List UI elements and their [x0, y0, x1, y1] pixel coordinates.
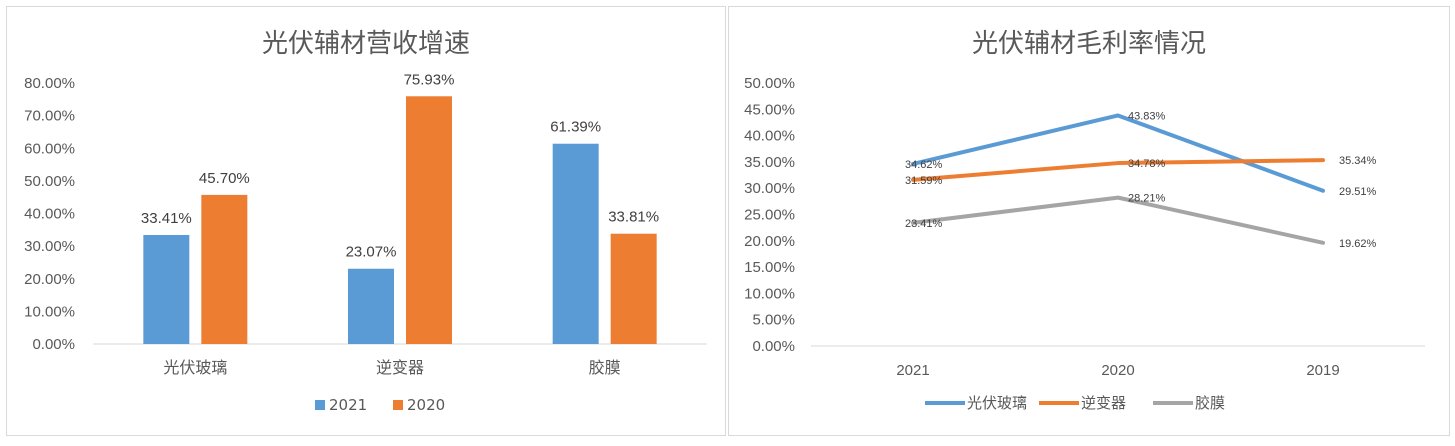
series-line — [911, 113, 1325, 193]
bar — [348, 268, 394, 344]
y-tick-label: 70.00% — [24, 108, 75, 125]
y-tick-label: 40.00% — [744, 128, 795, 145]
y-tick-label: 30.00% — [24, 238, 75, 255]
x-category-label: 胶膜 — [589, 358, 621, 377]
legend-label: 2021 — [329, 396, 367, 414]
revenue-growth-chart-panel: 光伏辅材营收增速 0.00% 10.00% 20.00% 30.00% 40.00% 50… — [6, 6, 726, 436]
data-label: 29.51% — [1339, 186, 1377, 198]
x-category-label: 光伏玻璃 — [163, 358, 227, 377]
data-label: 34.62% — [905, 159, 943, 171]
chart-title: 光伏辅材毛利率情况 — [971, 29, 1206, 59]
y-tick-label: 50.00% — [24, 173, 75, 190]
y-tick-label: 5.00% — [752, 312, 795, 329]
bar — [201, 194, 248, 344]
y-tick-label: 10.00% — [744, 285, 795, 302]
bar — [552, 143, 599, 344]
x-category-label: 2021 — [896, 362, 929, 379]
data-label: 61.39% — [550, 119, 601, 136]
y-tick-label: 30.00% — [744, 180, 795, 197]
bar — [406, 96, 452, 344]
data-label: 19.62% — [1339, 238, 1377, 250]
series-line — [911, 195, 1325, 245]
data-label: 43.83% — [1128, 110, 1166, 122]
legend-label: 2020 — [407, 396, 445, 414]
data-label: 23.07% — [346, 244, 397, 261]
legend-swatch — [393, 400, 403, 410]
legend-label: 逆变器 — [1081, 394, 1126, 412]
y-tick-label: 50.00% — [744, 75, 795, 92]
data-label: 33.41% — [141, 210, 192, 227]
y-tick-label: 35.00% — [744, 154, 795, 171]
y-tick-label: 20.00% — [744, 233, 795, 250]
bar-chart-svg: 0.00% 10.00% 20.00% 30.00% 40.00% 50.00% 60.00… — [24, 71, 707, 414]
data-label: 34.78% — [1128, 158, 1166, 170]
y-tick-label: 45.00% — [744, 101, 795, 118]
y-tick-label: 15.00% — [744, 259, 795, 276]
data-label: 33.81% — [608, 209, 659, 226]
bar — [143, 234, 190, 344]
x-category-label: 2019 — [1306, 362, 1339, 379]
y-tick-label: 0.00% — [752, 338, 795, 355]
data-label: 35.34% — [1339, 155, 1377, 167]
chart-title: 光伏辅材营收增速 — [261, 29, 470, 59]
legend-swatch — [315, 400, 325, 410]
data-label: 23.41% — [905, 218, 943, 230]
x-category-label: 2020 — [1101, 362, 1134, 379]
bar — [610, 233, 657, 344]
y-tick-label: 0.00% — [32, 336, 75, 353]
x-category-label: 逆变器 — [376, 358, 424, 377]
y-tick-label: 20.00% — [24, 271, 75, 288]
gross-margin-chart-panel: 光伏辅材毛利率情况 0.00% 5.00% 10.00% 15.00% 20.00% 25… — [728, 6, 1450, 436]
legend-label: 光伏玻璃 — [967, 394, 1027, 412]
legend-label: 胶膜 — [1195, 394, 1225, 412]
y-tick-label: 40.00% — [24, 206, 75, 223]
data-label: 75.93% — [404, 71, 455, 88]
data-label: 31.59% — [905, 175, 943, 187]
data-label: 45.70% — [199, 170, 250, 187]
y-tick-label: 25.00% — [744, 207, 795, 224]
data-label: 28.21% — [1128, 193, 1166, 205]
line-chart-svg: 0.00% 5.00% 10.00% 15.00% 20.00% 25.00% 30.00%… — [744, 75, 1425, 412]
y-tick-label: 60.00% — [24, 140, 75, 157]
y-tick-label: 80.00% — [24, 75, 75, 92]
y-tick-label: 10.00% — [24, 303, 75, 320]
series-line — [911, 158, 1325, 182]
